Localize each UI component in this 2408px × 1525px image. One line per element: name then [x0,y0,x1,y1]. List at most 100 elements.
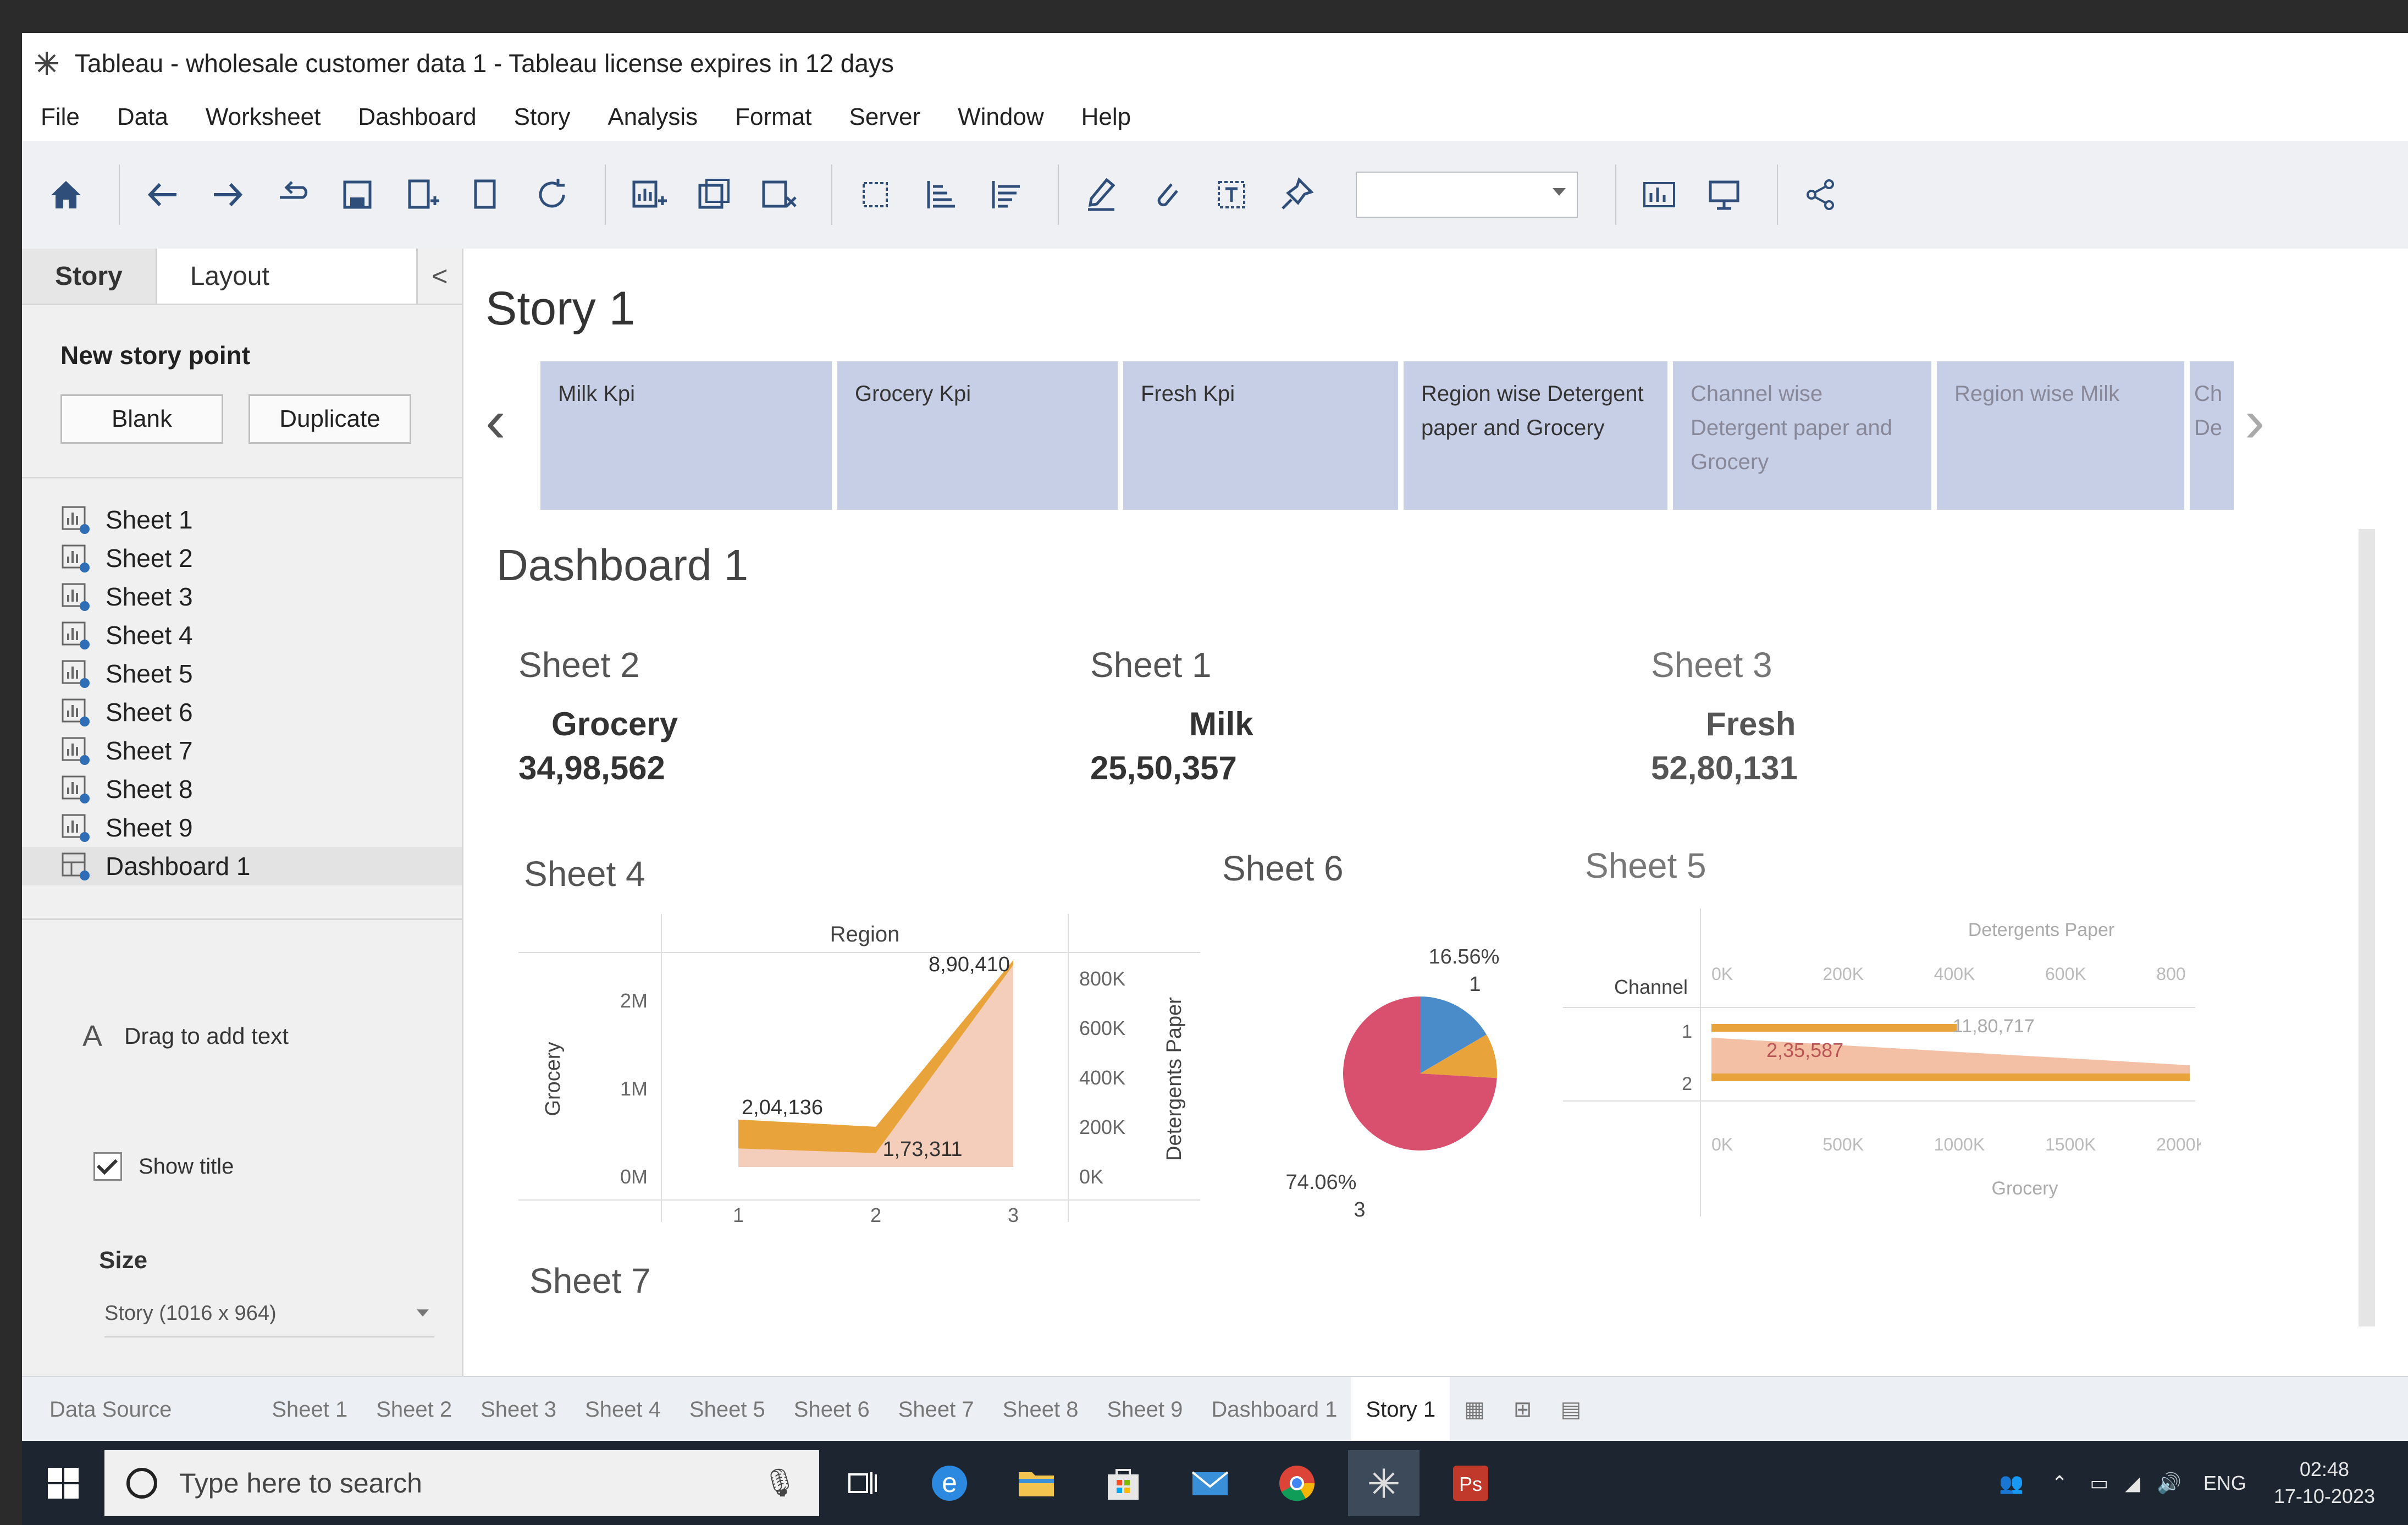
sort-ascending-button[interactable] [913,167,968,222]
vertical-scrollbar[interactable] [2359,529,2375,1326]
clear-sheet-button[interactable] [751,167,806,222]
pause-updates-button[interactable] [460,167,515,222]
menu-help[interactable]: Help [1081,103,1131,130]
sheet-list-item[interactable]: Sheet 6 [22,693,462,731]
story-point-fresh-kpi[interactable]: Fresh Kpi [1123,361,1398,510]
sheet-list-item[interactable]: Sheet 8 [22,770,462,808]
previous-story-point-icon[interactable]: ‹ [485,387,506,455]
sheet-list-item[interactable]: Sheet 2 [22,539,462,577]
tab-sheet-6[interactable]: Sheet 6 [793,1397,870,1422]
menu-file[interactable]: File [41,103,80,130]
y-tick-right: 800K [1079,967,1125,990]
sheet-list-item[interactable]: Sheet 3 [22,577,462,616]
sheet-list-item[interactable]: Sheet 7 [22,731,462,770]
taskbar-search[interactable]: Type here to search 🎙 [104,1450,819,1516]
clock[interactable]: 02:48 17-10-2023 [2274,1456,2375,1510]
next-story-point-icon[interactable]: › [2245,387,2265,455]
redo-button[interactable] [200,167,255,222]
menu-format[interactable]: Format [735,103,812,130]
new-worksheet-button[interactable] [621,167,676,222]
task-view-button[interactable] [827,1450,898,1516]
language-indicator[interactable]: ENG [2203,1471,2246,1494]
highlight-button[interactable] [1074,167,1129,222]
tab-story-1[interactable]: Story 1 [1351,1377,1450,1442]
menu-window[interactable]: Window [958,103,1044,130]
home-icon [51,181,81,208]
menu-analysis[interactable]: Analysis [607,103,698,130]
tab-sheet-5[interactable]: Sheet 5 [689,1397,765,1422]
tab-sheet-7[interactable]: Sheet 7 [898,1397,974,1422]
tab-data-source[interactable]: Data Source [49,1397,172,1422]
tab-sheet-2[interactable]: Sheet 2 [376,1397,452,1422]
refresh-button[interactable] [524,167,579,222]
story-point-region-milk[interactable]: Region wise Milk [1937,361,2184,510]
story-point-grocery-kpi[interactable]: Grocery Kpi [837,361,1118,510]
menu-server[interactable]: Server [849,103,921,130]
home-button[interactable] [38,167,93,222]
edge-browser-icon: e [932,1465,967,1501]
menu-worksheet[interactable]: Worksheet [205,103,321,130]
menu-story[interactable]: Story [513,103,571,130]
sort-descending-button[interactable] [977,167,1032,222]
file-explorer-button[interactable] [1001,1450,1072,1516]
story-point-partial[interactable]: Ch De [2190,361,2234,510]
edge-button[interactable]: e [914,1450,985,1516]
tab-sheet-8[interactable]: Sheet 8 [1002,1397,1079,1422]
save-button[interactable] [330,167,385,222]
tab-layout[interactable]: Layout [157,249,418,304]
menu-dashboard[interactable]: Dashboard [358,103,477,130]
drag-text-object[interactable]: A Drag to add text [82,1019,462,1053]
show-title-checkbox[interactable]: Show title [93,1152,462,1181]
show-me-button[interactable] [1632,167,1687,222]
tab-story[interactable]: Story [22,249,157,304]
row-label: 2 [1682,1073,1692,1094]
size-dropdown[interactable]: Story (1016 x 964) [104,1302,434,1337]
grocery-kpi-value: 34,98,562 [518,750,665,786]
blank-button[interactable]: Blank [60,394,223,444]
sheet-list-item[interactable]: Sheet 9 [22,808,462,847]
share-button[interactable] [1793,167,1848,222]
tableau-taskbar-button[interactable] [1348,1450,1420,1516]
new-worksheet-tab-icon[interactable]: ▦ [1464,1397,1485,1422]
undo-button[interactable] [135,167,190,222]
start-button[interactable] [22,1467,104,1500]
tab-dashboard-1[interactable]: Dashboard 1 [1211,1397,1338,1422]
swap-button[interactable] [848,167,903,222]
new-datasource-button[interactable] [395,167,450,222]
replay-button[interactable] [265,167,320,222]
photoshop-button[interactable]: Ps [1435,1450,1506,1516]
mail-button[interactable] [1174,1450,1246,1516]
volume-icon[interactable]: 🔊 [2157,1471,2181,1494]
group-button[interactable] [1139,167,1194,222]
story-point-region-detergent-grocery[interactable]: Region wise Detergent paper and Grocery [1404,361,1667,510]
new-dashboard-tab-icon[interactable]: ⊞ [1513,1397,1532,1422]
new-story-tab-icon[interactable]: ▤ [1560,1397,1582,1422]
chrome-button[interactable] [1261,1450,1333,1516]
sheet-list-item[interactable]: Sheet 4 [22,616,462,654]
pin-button[interactable] [1269,167,1324,222]
tab-sheet-1[interactable]: Sheet 1 [272,1397,348,1422]
wifi-icon[interactable]: ◢ [2125,1471,2140,1494]
sheet-list-item-dashboard[interactable]: Dashboard 1 [22,847,462,885]
tab-sheet-9[interactable]: Sheet 9 [1107,1397,1183,1422]
sheet-list-item[interactable]: Sheet 1 [22,500,462,539]
fit-dropdown[interactable] [1356,172,1578,218]
sheet-list-item[interactable]: Sheet 5 [22,654,462,693]
store-bag-icon [1108,1468,1139,1500]
labels-button[interactable] [1204,167,1259,222]
collapse-panel-icon[interactable]: < [432,261,448,291]
story-point-milk-kpi[interactable]: Milk Kpi [540,361,832,510]
tab-sheet-4[interactable]: Sheet 4 [585,1397,661,1422]
microphone-icon[interactable]: 🎙 [762,1467,797,1498]
battery-icon[interactable]: ▭ [2090,1471,2109,1494]
tab-sheet-3[interactable]: Sheet 3 [481,1397,557,1422]
story-point-channel-detergent-grocery[interactable]: Channel wise Detergent paper and Grocery [1673,361,1931,510]
presentation-button[interactable] [1697,167,1752,222]
datasource-pause-icon [474,179,496,209]
chevron-up-icon[interactable]: ⌃ [2051,1471,2068,1494]
duplicate-sheet-button[interactable] [686,167,741,222]
duplicate-button[interactable]: Duplicate [248,394,411,444]
store-button[interactable] [1087,1450,1159,1516]
people-icon[interactable]: 👥 [1999,1471,2024,1494]
menu-data[interactable]: Data [117,103,168,130]
